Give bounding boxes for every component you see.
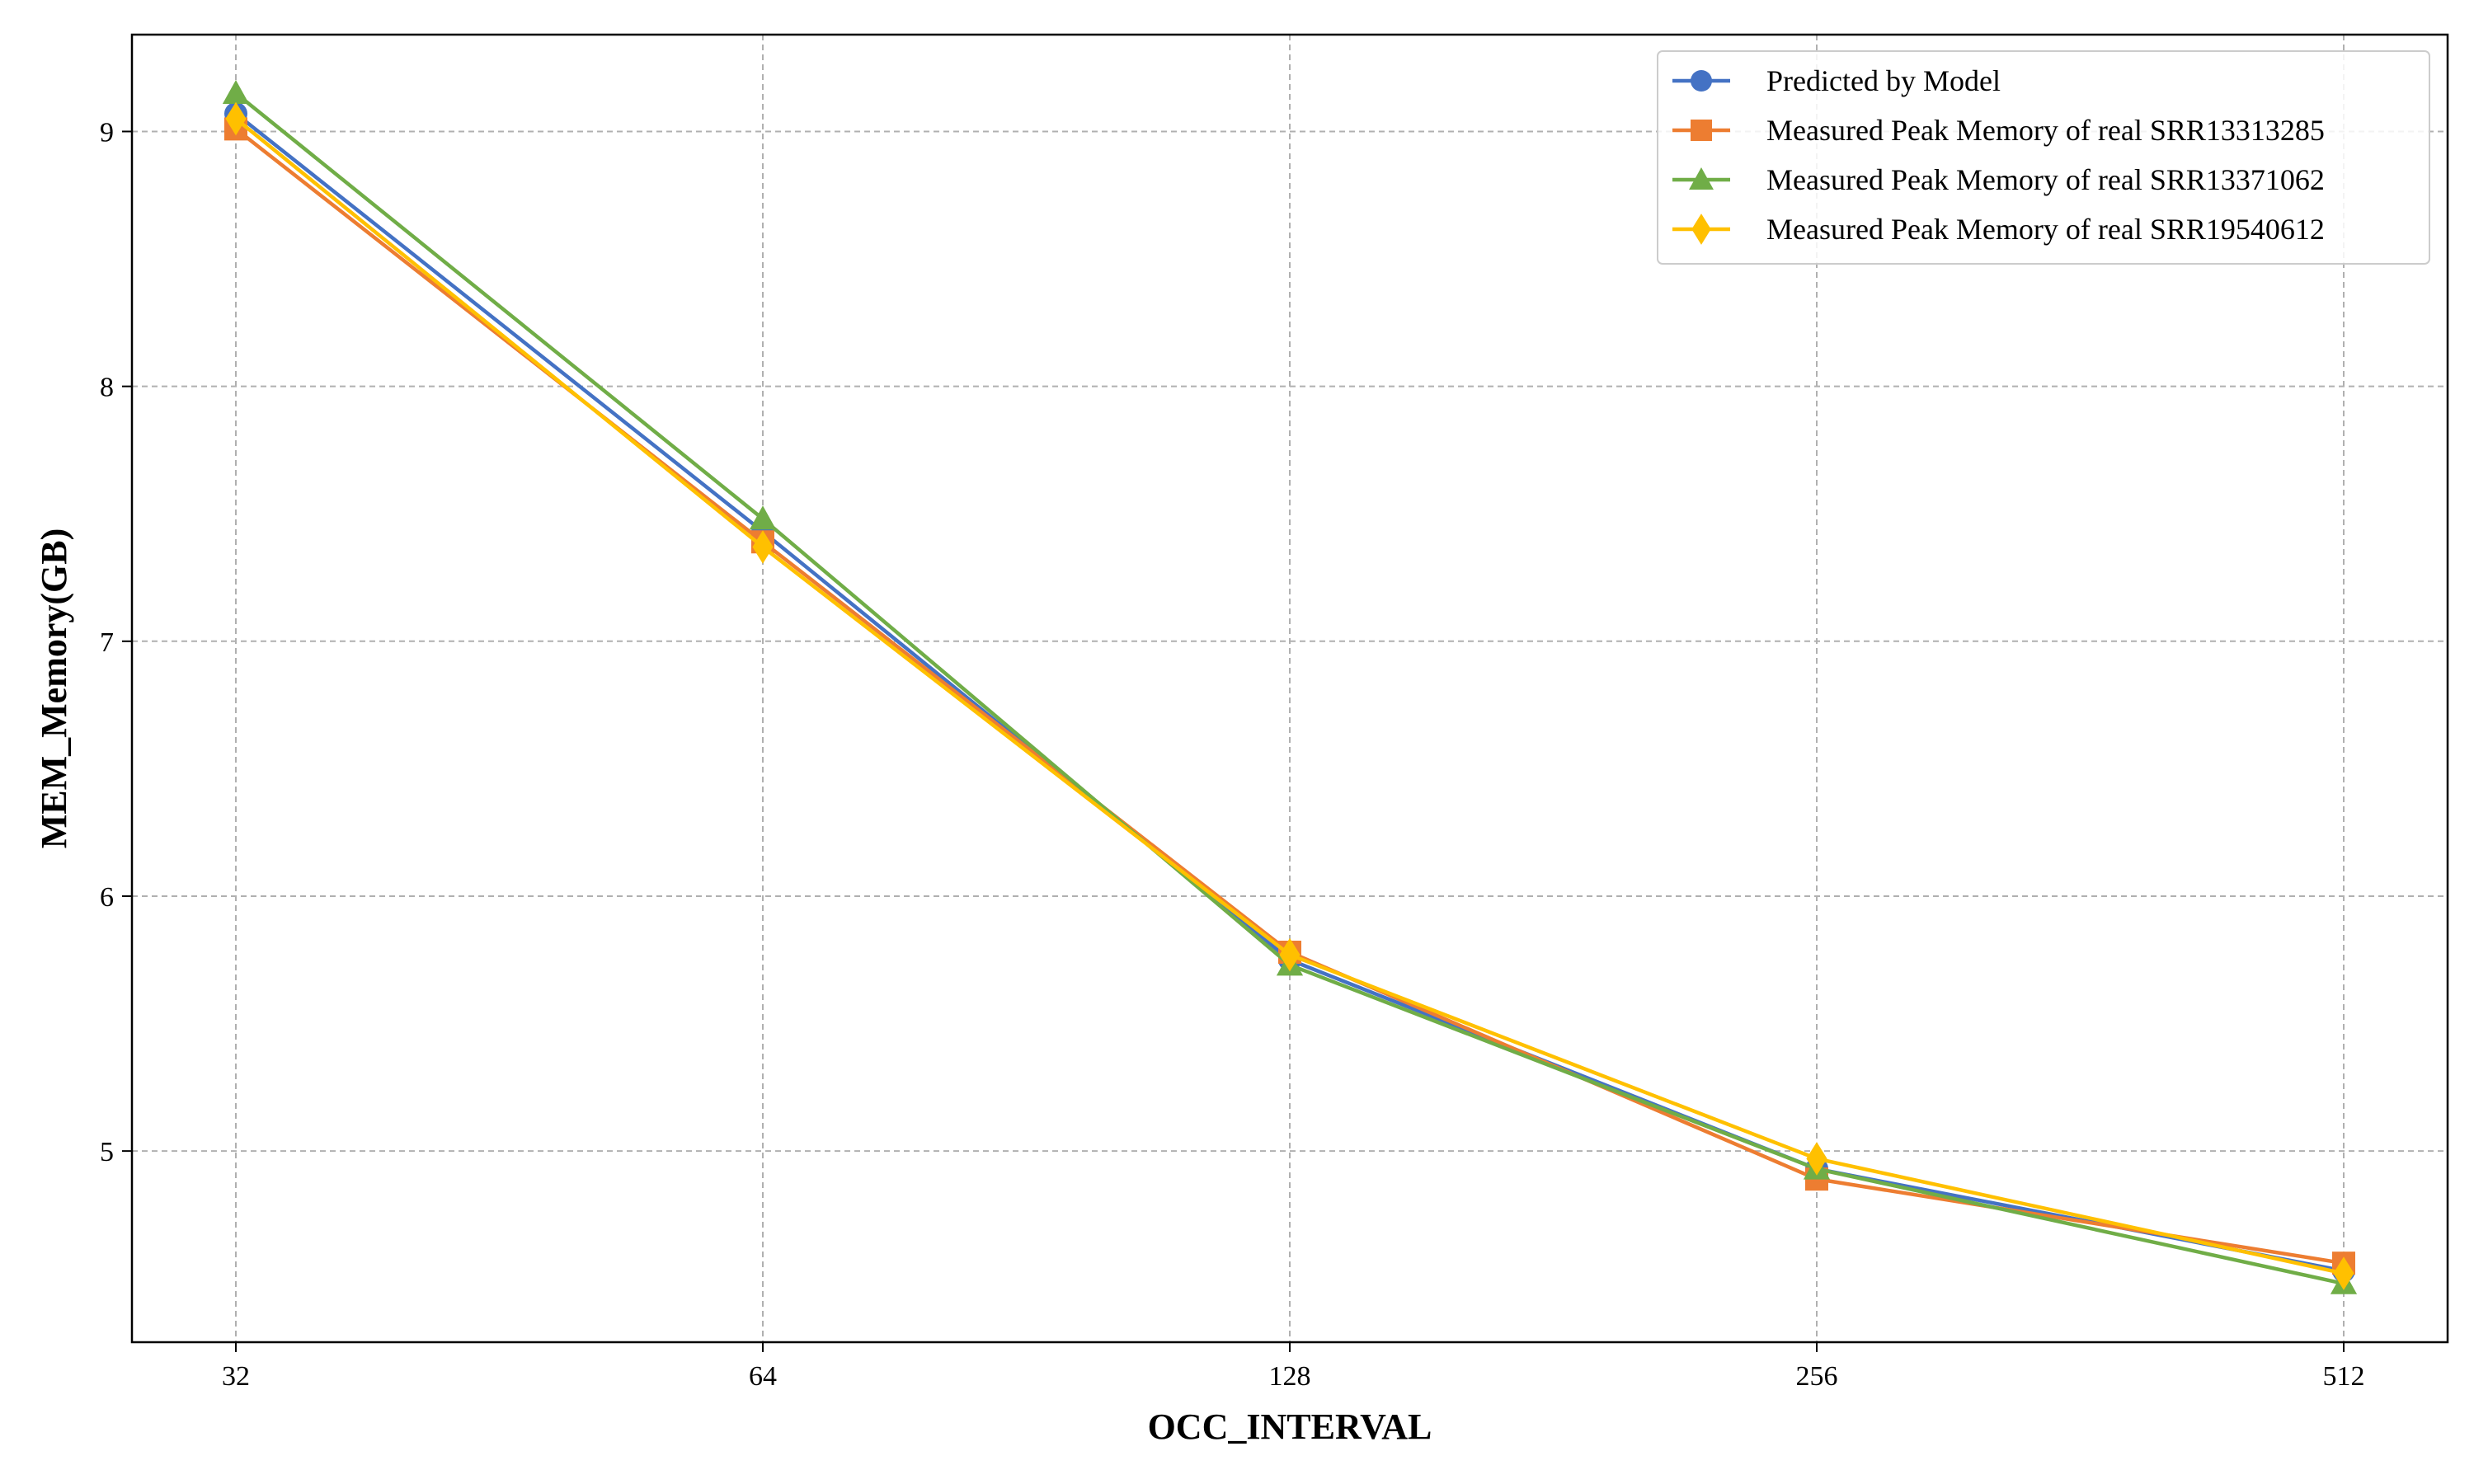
x-tick-label: 64 [749, 1361, 777, 1392]
x-tick-label: 512 [2323, 1361, 2365, 1392]
data-point-triangle [222, 80, 250, 104]
legend-item: Measured Peak Memory of real SRR13313285 [1672, 114, 2325, 147]
legend-item: Measured Peak Memory of real SRR13371062 [1672, 163, 2325, 196]
legend-label: Measured Peak Memory of real SRR19540612 [1766, 213, 2325, 246]
data-point-triangle [1689, 167, 1714, 190]
y-tick-label: 6 [100, 882, 114, 913]
y-tick-label: 5 [100, 1137, 114, 1167]
series-4 [225, 101, 2354, 1290]
data-point-triangle [749, 505, 777, 530]
legend-label: Measured Peak Memory of real SRR13313285 [1766, 114, 2325, 147]
data-point-circle [1691, 70, 1712, 92]
data-point-diamond [1279, 937, 1300, 972]
legend-item: Predicted by Model [1672, 64, 2001, 97]
legend-label: Predicted by Model [1766, 64, 2001, 97]
x-tick-label: 32 [222, 1361, 250, 1392]
y-axis-title: MEM_Memory(GB) [34, 528, 74, 849]
legend: Predicted by Model Measured Peak Memory o… [1657, 50, 2430, 265]
y-tick-label: 7 [100, 627, 114, 658]
data-point-diamond [1806, 1142, 1827, 1176]
data-point-diamond [2333, 1256, 2354, 1290]
x-axis-title: OCC_INTERVAL [1148, 1407, 1432, 1447]
x-tick-label: 128 [1269, 1361, 1311, 1392]
series-group [222, 80, 2358, 1294]
x-tick-label: 256 [1796, 1361, 1838, 1392]
legend-box [1657, 50, 2430, 265]
y-tick-label: 8 [100, 373, 114, 403]
data-point-diamond [225, 101, 247, 136]
y-axis-ticks: 5 6 7 8 9 [100, 117, 132, 1167]
data-point-square [1691, 120, 1712, 141]
data-point-diamond [752, 530, 774, 564]
legend-item: Measured Peak Memory of real SRR19540612 [1672, 213, 2325, 246]
x-axis-ticks: 32 64 128 256 512 [222, 1342, 2365, 1392]
legend-label: Measured Peak Memory of real SRR13371062 [1766, 163, 2325, 196]
data-point-diamond [1691, 214, 1711, 245]
y-tick-label: 9 [100, 117, 114, 148]
